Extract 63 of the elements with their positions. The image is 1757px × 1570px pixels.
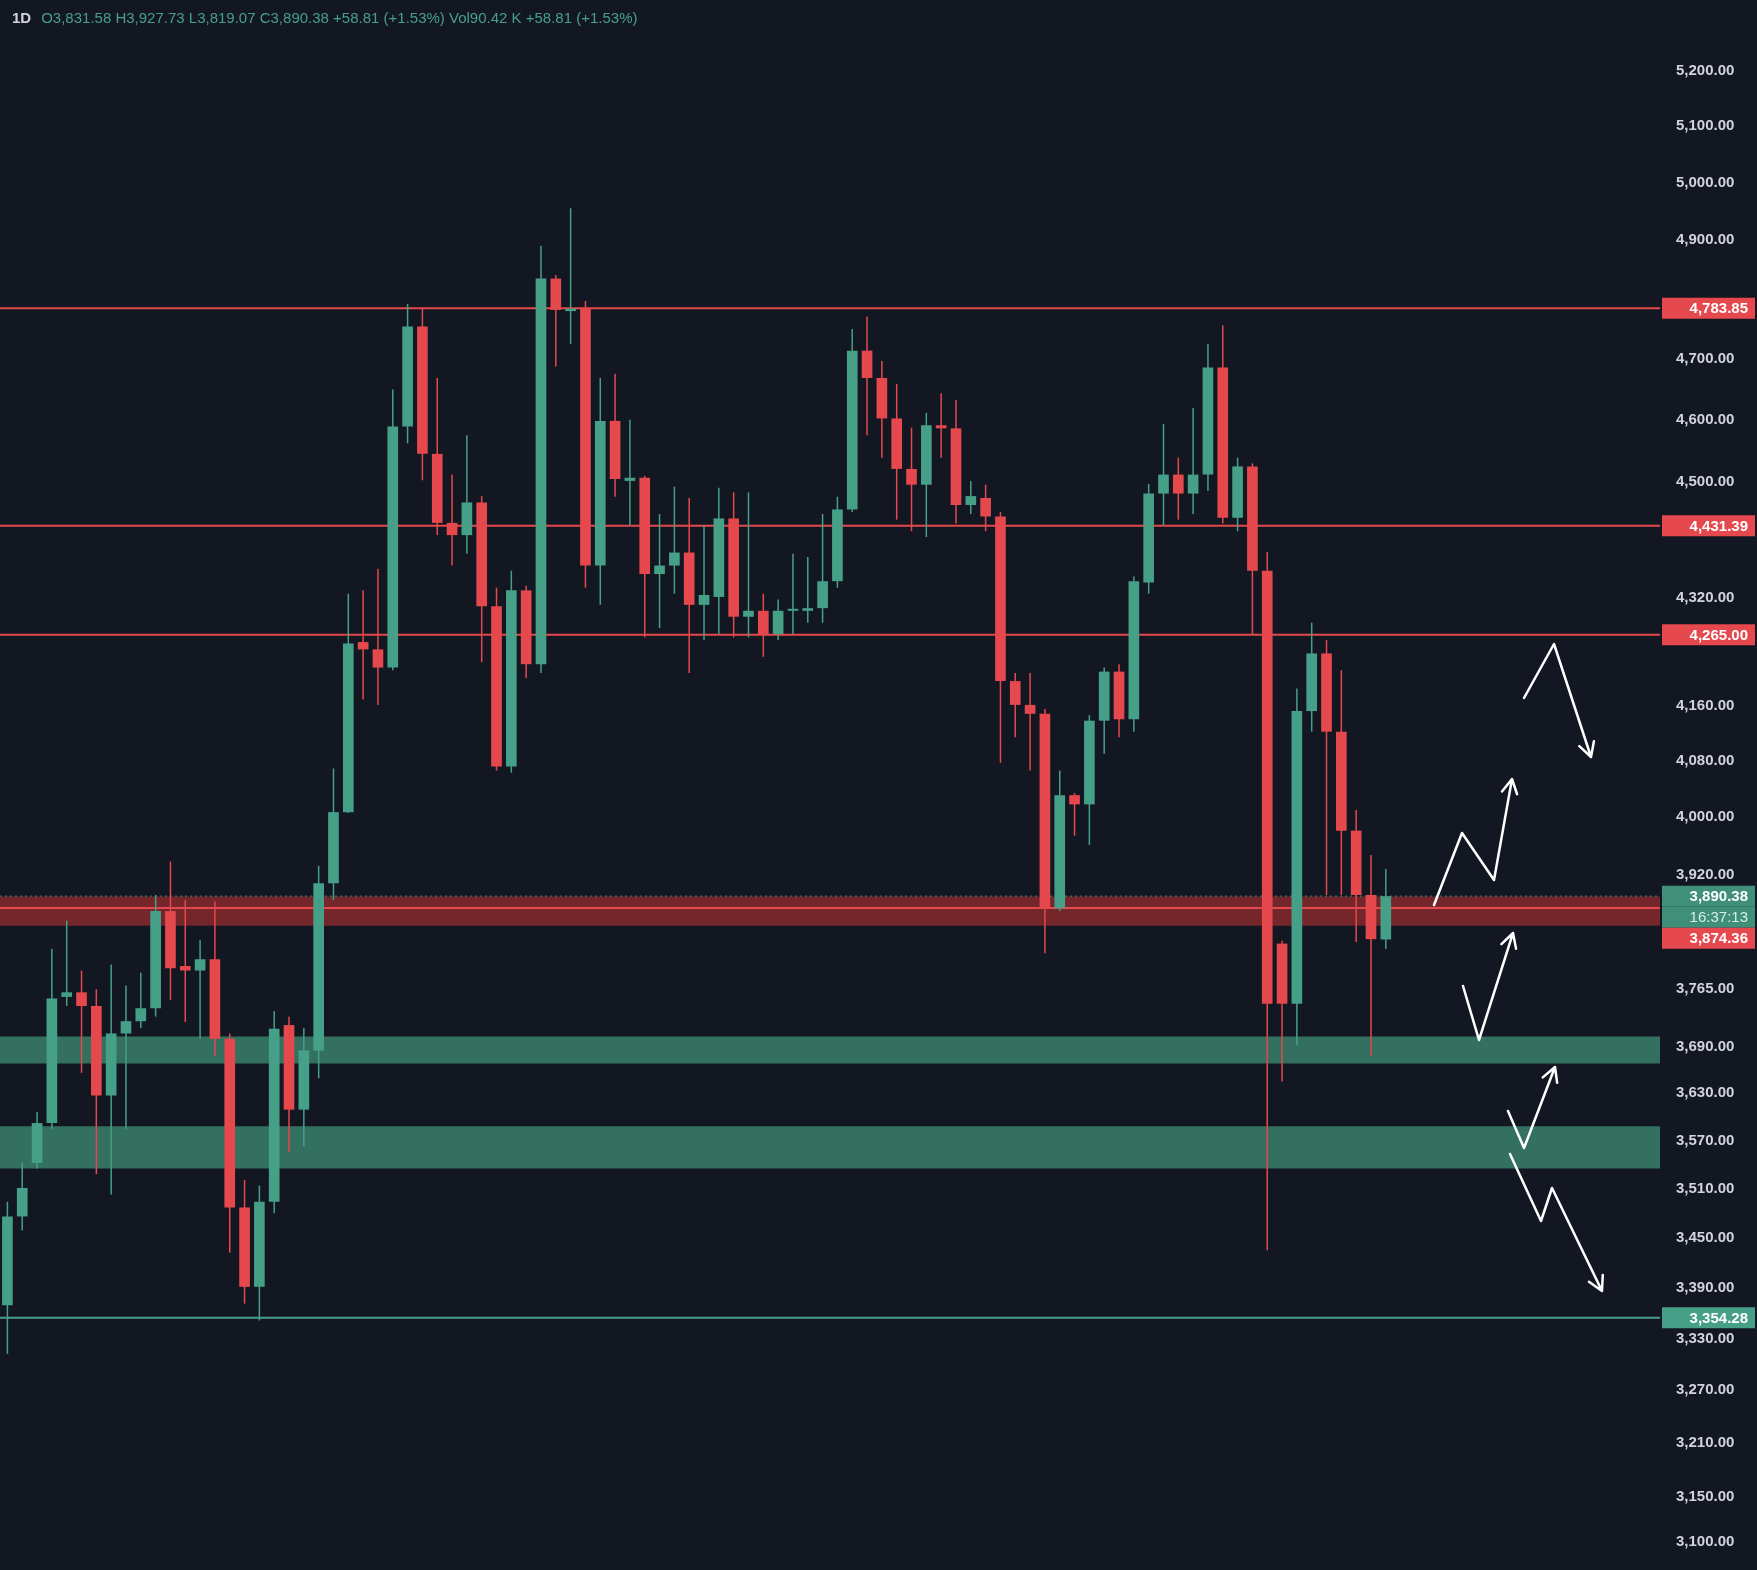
candlestick [1143,483,1154,595]
ref-line-label: 4,265.00 [1689,625,1748,643]
candlestick [313,865,324,1080]
candlestick [832,495,843,589]
y-tick-label: 3,690.00 [1676,1036,1735,1054]
y-tick-label: 3,150.00 [1676,1486,1735,1504]
candlestick [669,485,680,595]
candlestick [342,592,354,814]
y-tick-label: 5,100.00 [1676,116,1735,134]
ref-line-label: 4,783.85 [1689,299,1748,317]
candlestick [150,894,161,1018]
ref-line-label: 4,431.39 [1689,517,1748,534]
y-tick-label: 3,100.00 [1676,1532,1735,1550]
y-tick-label: 3,390.00 [1676,1277,1735,1295]
y-tick-label: 4,900.00 [1676,230,1735,248]
y-tick-label: 3,570.00 [1676,1130,1735,1148]
candlestick [328,767,339,901]
ref-line-label: 3,874.36 [1689,929,1748,947]
chart-subtitle: O3,831.58 H3,927.73 L3,819.07 C3,890.38 +58.81 (+1.53%) Vol90.42 K +58.81 (+1.53%) [41,9,638,26]
y-tick-label: 3,510.00 [1676,1178,1735,1196]
y-tick-label: 4,700.00 [1676,348,1735,366]
candlestick [1084,714,1095,846]
y-tick-label: 4,600.00 [1676,409,1735,427]
candlestick [1232,456,1243,532]
y-tick-label: 3,330.00 [1676,1328,1735,1346]
ref-line-label: 3,354.28 [1689,1308,1748,1326]
y-tick-label: 3,270.00 [1676,1380,1735,1398]
y-tick-label: 4,160.00 [1676,695,1735,713]
candlestick [1054,769,1066,912]
candlestick [1158,423,1169,527]
candlestick [817,513,828,624]
candlestick [402,303,413,444]
candlestick [1172,456,1184,521]
candlestick [224,1032,236,1254]
candlestick [921,412,932,538]
y-tick-label: 5,200.00 [1676,61,1735,79]
y-tick-label: 4,080.00 [1676,750,1735,768]
y-tick-label: 4,000.00 [1676,807,1735,825]
candlestick [1069,792,1080,837]
y-tick-label: 3,450.00 [1676,1227,1735,1245]
candlestick [891,383,903,521]
text: 16:37:13 [1689,908,1748,926]
candlestick [239,1179,250,1305]
candlestick [1306,621,1318,733]
candlestick [1336,669,1347,896]
candlestick [506,569,517,774]
candlestick [594,377,606,606]
candlestick [91,988,102,1175]
y-tick-label: 3,920.00 [1676,864,1735,882]
ref-line-label: 3,890.38 [1689,887,1748,905]
y-tick-label: 4,500.00 [1676,472,1735,490]
candlestick [802,556,814,624]
candlestick [61,919,73,1007]
candlestick [1009,672,1021,738]
y-tick-label: 5,000.00 [1676,172,1735,190]
candlestick [1321,639,1332,896]
candlestick [76,969,87,1074]
y-tick-label: 3,630.00 [1676,1083,1735,1101]
candlestick [743,491,754,639]
chart-title: 1D [12,9,32,26]
y-tick-label: 4,320.00 [1676,588,1735,606]
y-tick-label: 3,210.00 [1676,1432,1735,1450]
y-tick-label: 3,765.00 [1676,979,1735,997]
